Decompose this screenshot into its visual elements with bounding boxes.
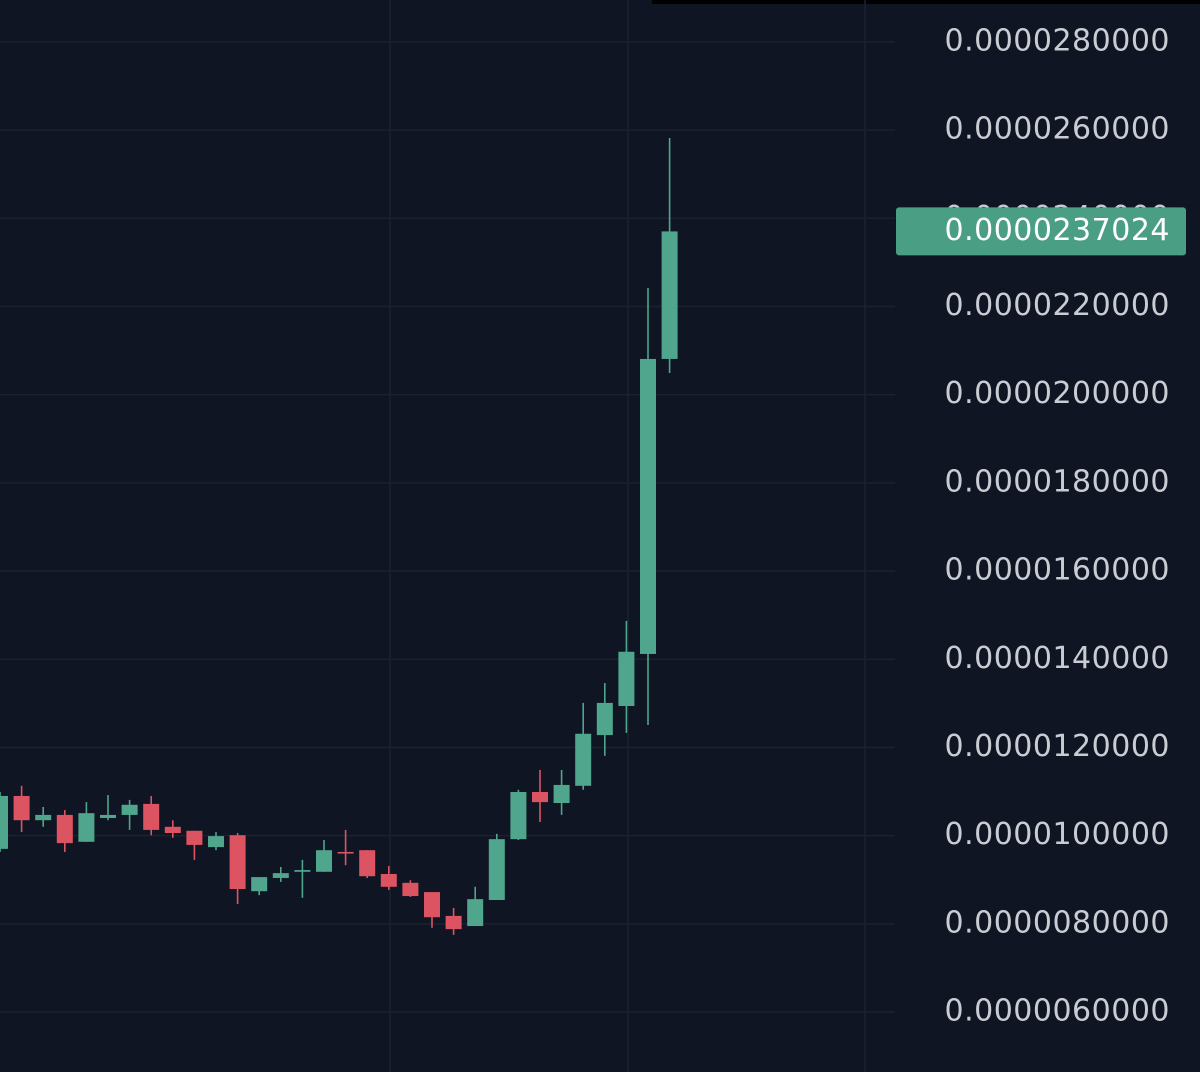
- candle-body: [337, 851, 354, 854]
- candle-body: [359, 850, 376, 877]
- vertical-grid: [389, 0, 866, 1072]
- y-tick-label: 0.0000160000: [945, 553, 1171, 588]
- y-tick-label: 0.0000100000: [945, 817, 1171, 852]
- candle-body: [553, 784, 570, 804]
- candle-body: [56, 814, 73, 844]
- candle-body: [164, 826, 181, 833]
- candle-body: [488, 839, 505, 901]
- y-tick-label: 0.0000080000: [945, 905, 1171, 940]
- candle-body: [13, 795, 30, 821]
- candle-body: [402, 882, 419, 897]
- candle-body: [532, 791, 548, 803]
- candle-body: [661, 231, 678, 359]
- last-price-badge: 0.0000237024: [896, 207, 1186, 256]
- candle-body: [186, 830, 203, 845]
- candle-body: [575, 733, 592, 786]
- candle-body: [294, 870, 311, 872]
- candle-body: [121, 804, 138, 815]
- candle-body: [35, 814, 52, 821]
- candles: [0, 138, 678, 935]
- candle-body: [467, 899, 484, 927]
- last-price-box: [896, 207, 1186, 256]
- candle-body: [251, 877, 268, 892]
- price-axis: 0.00002800000.00002600000.00002400000.00…: [945, 23, 1171, 1029]
- candle-body: [618, 651, 635, 706]
- y-tick-label: 0.0000260000: [945, 112, 1171, 147]
- y-tick-label: 0.0000140000: [945, 641, 1171, 676]
- candle-body: [316, 850, 332, 872]
- candle-body: [0, 795, 8, 849]
- y-tick-label: 0.0000180000: [945, 464, 1171, 499]
- candle-body: [78, 813, 95, 842]
- y-tick-label: 0.0000060000: [945, 994, 1171, 1029]
- last-price-label: 0.0000237024: [945, 213, 1171, 248]
- candle-body: [640, 358, 656, 654]
- candle-body: [445, 915, 462, 930]
- candle-body: [229, 835, 246, 889]
- candle-body: [143, 803, 160, 830]
- candle-body: [596, 702, 613, 736]
- y-tick-label: 0.0000280000: [945, 23, 1171, 58]
- candle-body: [208, 836, 224, 848]
- y-tick-label: 0.0000200000: [945, 376, 1171, 411]
- candle-body: [380, 874, 397, 887]
- y-tick-label: 0.0000220000: [945, 288, 1171, 323]
- candle-body: [510, 791, 527, 840]
- candle-body: [272, 873, 289, 878]
- candle-body: [100, 814, 116, 819]
- top-bar: [652, 0, 1200, 4]
- candle-body: [424, 892, 440, 918]
- y-tick-label: 0.0000120000: [945, 729, 1171, 764]
